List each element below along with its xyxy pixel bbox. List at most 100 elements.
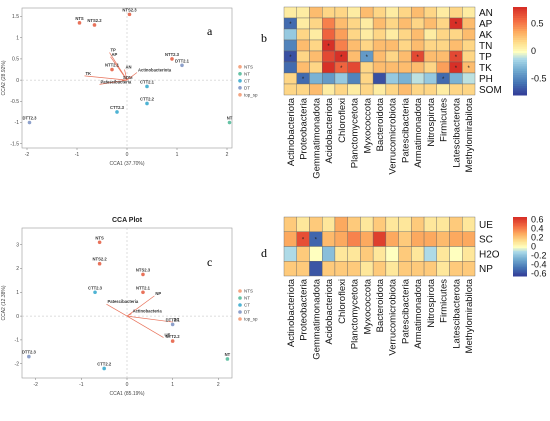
plot3-heat-cell: [347, 246, 361, 262]
plot0-xlabel: CCA1 (37.70%): [109, 161, 144, 167]
plot1-heat-cell: [385, 39, 399, 52]
plot2-ytick-label: -2: [15, 361, 20, 367]
plot3-colorbar-segment: [513, 236, 527, 239]
plot1-row-label: SOM: [479, 85, 502, 96]
plot1-colorbar-segment: [513, 9, 527, 12]
plot2-point: [27, 354, 31, 359]
plot1-heat-cell: [309, 83, 323, 96]
plot3-heat-cell: [423, 246, 438, 262]
plot1-heat-cell: [347, 83, 361, 96]
plot1-heat-cell: [347, 61, 361, 74]
plot1-heat-cell: [347, 39, 361, 52]
panel-letter-b: b: [261, 31, 267, 45]
plot2-point-label: NTS2.2: [93, 257, 108, 262]
plot2-point: [97, 240, 102, 245]
plot1-row-label: AN: [479, 8, 493, 19]
plot1-significance-star: *: [467, 66, 470, 72]
plot1-heat-cell: [411, 39, 425, 52]
plot1-heat-cell: [334, 83, 348, 96]
plot3-colorbar-segment: [513, 218, 527, 221]
plot0-ytick-label: 0: [16, 78, 19, 84]
plot1-heat-cell: [360, 17, 374, 30]
plot0-ytick-label: -1: [15, 120, 20, 126]
plot1-colorbar-segment: [513, 81, 527, 85]
plot1-column-label: Myxococcota: [362, 97, 373, 153]
plot1-column-label: Gemmatimonadota: [311, 97, 322, 179]
plot1-heat-cell: [283, 72, 297, 85]
plot3-heat-cell: [398, 261, 412, 277]
plot1-heat-cell: [423, 39, 438, 52]
plot1-colorbar-segment: [513, 86, 527, 89]
plot1-row-label: TK: [479, 63, 492, 74]
plot1-heat-cell: [334, 72, 348, 85]
plot2-legend-marker: [238, 310, 242, 314]
plot1-colorbar-segment: [513, 57, 527, 61]
plot1-colorbar-segment: [513, 44, 527, 48]
plot0-point-label: CTT2.1: [140, 79, 155, 84]
plot3-row-label: UE: [479, 220, 493, 231]
plot1-heat-cell: [449, 83, 463, 96]
plot2-legend-label: CT: [244, 303, 250, 308]
plot3-heat-cell: [462, 231, 476, 247]
plot1-significance-star: *: [340, 55, 343, 61]
plot2-vector-label: Patescibacteria: [107, 299, 138, 304]
plot1-heat-cell: [283, 61, 297, 74]
plot1-significance-star: *: [289, 22, 292, 28]
plot1-colorbar-segment: [513, 62, 527, 65]
plot3-heat-cell: [322, 261, 336, 277]
plot1-column-label: Patescibacteria: [400, 97, 411, 163]
plot0-vector-arrow: [126, 72, 138, 81]
plot3-row-label: SC: [479, 235, 493, 246]
plot3-heat-cell: [296, 216, 310, 232]
plot1-column-label: Verrucomicrobiota: [388, 97, 399, 174]
plot1-row-label: PH: [479, 74, 493, 85]
plot0-vector-label: Actinobacteriota: [138, 67, 172, 72]
plot3-heat-cell: [283, 231, 297, 247]
plot1-heat-cell: [423, 61, 438, 74]
plot1-colorbar-segment: [513, 15, 527, 19]
plot0-vector-label: TK: [86, 71, 92, 76]
plot3-significance-star: *: [315, 238, 318, 244]
plot0-ytick-label: 1: [16, 35, 19, 41]
plot3-colorbar-segment: [513, 261, 527, 264]
plot1-heat-cell: [398, 39, 412, 52]
plot1-heat-cell: [411, 61, 425, 74]
plot3-colorbar-tick: 0: [531, 242, 536, 252]
plot1-colorbar-segment: [513, 90, 527, 94]
plot1-heat-cell: [411, 83, 425, 96]
panel-letter-d: d: [261, 246, 267, 260]
plot1-heat-cell: [283, 39, 297, 52]
plot3-heat-cell: [309, 261, 323, 277]
plot3-colorbar-segment: [513, 237, 527, 240]
plot2-vector-arrow: [106, 303, 128, 317]
plot1-heat-cell: [372, 61, 387, 74]
plot3-heat-cell: [449, 261, 463, 277]
plot1-heat-cell: [322, 17, 336, 30]
plot1-heat-cell: [462, 83, 476, 96]
plot3-column-label: Chloroflexi: [337, 279, 348, 324]
plot0-point-label: NTT2.1: [105, 63, 120, 68]
plot1-heat-cell: [423, 17, 438, 30]
plot1-heat-cell: [309, 61, 323, 74]
plot3-colorbar-segment: [513, 259, 527, 262]
plot0-point: [92, 23, 97, 27]
plot3-heat-cell: [360, 216, 374, 232]
plot3-colorbar-segment: [513, 264, 527, 267]
plot3-heat-cell: [347, 216, 361, 232]
plot2-point-label: NTT2.2: [166, 334, 181, 339]
plot3-heat-cell: [360, 231, 374, 247]
plot3-column-label: Planctomycetota: [350, 278, 361, 349]
plot3-column-label: Verrucomicrobiota: [388, 278, 399, 355]
plot3-colorbar-segment: [513, 224, 527, 227]
plot3-heat-cell: [372, 261, 387, 277]
plot1-significance-star: *: [442, 77, 445, 83]
plot1-heat-cell: [360, 28, 374, 41]
plot0-xtick-label: 0: [126, 152, 129, 158]
plot1-heat-cell: [309, 39, 323, 52]
plot1-colorbar-segment: [513, 59, 527, 63]
plot3-row-label: H2O: [479, 249, 500, 260]
plot3-column-label: Patescibacteria: [400, 278, 411, 344]
plot2-point-label: NTS2.3: [136, 267, 151, 272]
plot0-legend-marker: [238, 72, 242, 76]
plot1-heat-cell: [436, 17, 450, 30]
